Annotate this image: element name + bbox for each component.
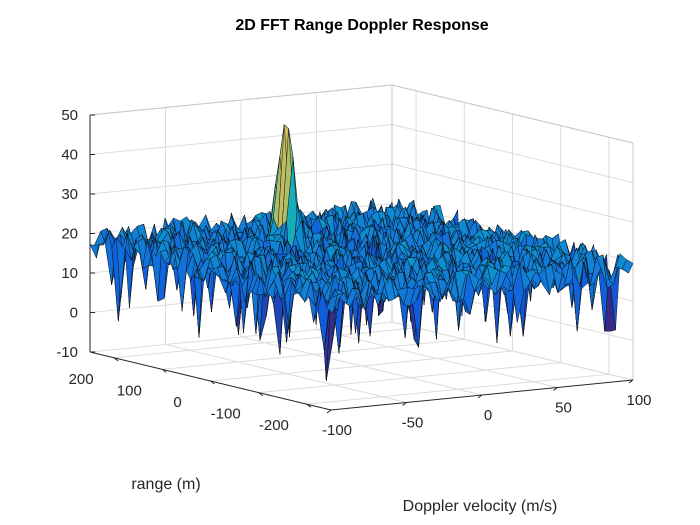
tick-labels: -100 -50 0 50 100-200-1000100200-10010203040…	[56, 107, 651, 439]
range-tick	[162, 368, 167, 373]
range-tick-label: 100	[117, 382, 142, 399]
range-tick	[306, 403, 312, 408]
range-tick	[113, 357, 119, 362]
magnitude-tick-label: 50	[61, 107, 78, 124]
magnitude-tick-label: 20	[61, 226, 78, 243]
magnitude-tick-label: 30	[61, 186, 78, 203]
doppler-tick-label: -50	[402, 415, 424, 432]
magnitude-tick-label: 10	[61, 265, 78, 282]
range-tick-label: -100	[211, 406, 241, 423]
doppler-tick	[553, 387, 558, 391]
doppler-tick	[477, 394, 483, 399]
magnitude-tick-label: 0	[70, 305, 78, 322]
doppler-tick-label: 50	[555, 400, 572, 417]
range-tick-label: 200	[69, 371, 94, 388]
range-tick	[210, 380, 215, 385]
range-tick	[258, 392, 264, 397]
surface-patch	[621, 259, 634, 274]
chart-title: 2D FFT Range Doppler Response	[235, 17, 488, 34]
gridline-magnitude	[89, 124, 634, 183]
doppler-tick-label: -100	[322, 422, 352, 439]
box-edge	[391, 84, 634, 144]
magnitude-tick-label: 40	[61, 147, 78, 164]
doppler-tick	[326, 409, 332, 414]
range-tick-label: 0	[173, 394, 181, 411]
y-axis-label: range (m)	[131, 476, 200, 493]
magnitude-tick-label: -10	[56, 344, 78, 361]
box-edge	[89, 84, 393, 116]
doppler-tick-label: 0	[484, 407, 492, 424]
range-tick-label: -200	[259, 417, 289, 434]
doppler-tick	[402, 402, 407, 406]
surface-plot	[89, 124, 634, 381]
doppler-tick-label: 100	[626, 392, 651, 409]
x-axis-label: Doppler velocity (m/s)	[403, 498, 558, 515]
gridline-magnitude	[89, 163, 634, 223]
doppler-tick	[628, 379, 634, 384]
